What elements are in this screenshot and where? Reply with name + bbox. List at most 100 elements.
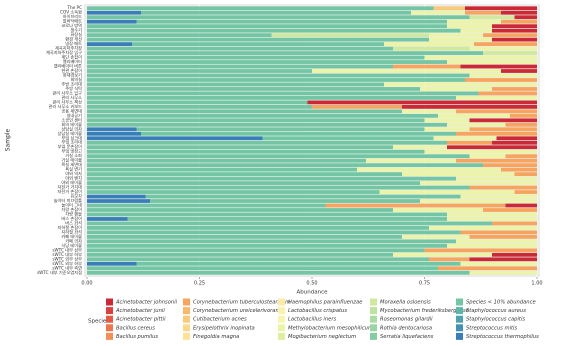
bar-segment: [492, 37, 537, 42]
bar-segment: [87, 28, 461, 33]
y-tick-label: 정수기: [70, 27, 82, 34]
legend-swatch: [106, 307, 113, 315]
y-tick-label: 계단 손잡이: [61, 54, 82, 61]
bar-segment: [87, 100, 308, 105]
bar-segment: [429, 226, 537, 230]
bar-segment: [447, 243, 537, 248]
bar-segment: [433, 136, 497, 141]
bar-segment: [141, 10, 411, 15]
legend-swatch: [183, 315, 190, 323]
bar-segment: [469, 154, 506, 159]
y-tick-label: 엘리베이터: [63, 58, 82, 65]
bar-segment: [87, 55, 425, 60]
bar-segment: [87, 199, 150, 203]
y-tick-label: 엘리베이터 버튼: [54, 63, 82, 70]
y-tick-label: 식당 테이블: [61, 242, 82, 249]
y-tick-label: sWTC 내부 하부: [52, 251, 82, 258]
bar-segment: [87, 203, 326, 208]
bar-segment: [483, 208, 537, 212]
bar-segment: [456, 239, 537, 244]
bar-segment: [469, 257, 537, 262]
bar-segment: [483, 33, 537, 38]
bar-segment: [87, 10, 141, 15]
bar-segment: [366, 158, 456, 163]
bar-segment: [456, 158, 537, 163]
bar-segment: [271, 33, 429, 38]
y-tick-label: 지하철 좌석: [61, 228, 82, 235]
bar-segment: [150, 199, 420, 203]
bar-segment: [456, 176, 537, 181]
legend-label: Serratia liquefaciens: [380, 334, 434, 340]
bar-segment: [433, 6, 465, 11]
bar-segment: [469, 15, 515, 20]
y-tick-label: 차량 핸들: [65, 210, 82, 217]
bar-segment: [87, 140, 447, 145]
bar-segment: [136, 127, 425, 132]
legend-swatch: [456, 298, 463, 306]
y-tick-label: 버스 좌석: [65, 219, 82, 226]
y-tick-label: 카페 테이블: [61, 233, 82, 240]
legend-label: Acinetobacter johnsonii: [115, 300, 178, 306]
bar-segment: [357, 167, 501, 172]
bar-segment: [460, 64, 537, 69]
bar-segment: [393, 145, 447, 150]
legend-swatch: [106, 332, 113, 340]
y-tick-label: 거실 테이블: [61, 157, 82, 164]
legend-label: Species < 10% abundance: [466, 300, 536, 306]
bar-segment: [469, 270, 537, 275]
y-tick-label: 회의 테이블: [61, 121, 82, 128]
y-tick-label: 화장실: [70, 31, 82, 38]
legend-swatch: [183, 298, 190, 306]
bar-segment: [447, 212, 537, 217]
bar-segment: [429, 257, 470, 262]
bar-segment: [87, 248, 425, 253]
x-axis-title: Abundance: [297, 290, 329, 296]
legend-label: Staphylococcus aureus: [466, 308, 526, 314]
bar-segment: [87, 24, 447, 29]
legend-label: Haemophilus parainfluenzae: [288, 300, 362, 306]
y-tick-label: sWTC 내부 상부: [52, 246, 82, 253]
bar-segment: [469, 73, 537, 78]
bar-segment: [393, 208, 483, 212]
bar-segment: [325, 203, 506, 208]
bar-segment: [492, 28, 537, 33]
bar-segment: [492, 87, 537, 91]
bar-segment: [87, 118, 425, 123]
y-tick-label: 부엌 냉장고: [61, 148, 82, 155]
bar-segment: [505, 154, 537, 159]
bar-segment: [87, 226, 429, 230]
bar-segment: [87, 136, 263, 141]
legend-swatch: [278, 324, 285, 332]
bar-segment: [87, 230, 461, 235]
legend-label: Moraxella osloensis: [380, 300, 431, 306]
y-tick-label: 거실 소파: [65, 152, 82, 159]
bar-segment: [478, 91, 537, 96]
bar-segment: [505, 203, 537, 208]
bar-segment: [492, 252, 537, 257]
legend-label: Lactobacillus iners: [288, 317, 336, 323]
bar-segment: [87, 145, 393, 150]
bar-segment: [87, 33, 272, 38]
bar-segment: [460, 28, 492, 33]
legend-swatch: [370, 315, 377, 323]
legend-swatch: [370, 324, 377, 332]
y-tick-label: 코로나 방역: [61, 22, 82, 29]
bar-segment: [87, 15, 470, 20]
bar-segment: [87, 91, 479, 96]
legend-swatch: [183, 332, 190, 340]
bar-segment: [87, 19, 137, 24]
y-tick-label: 야외 의자: [65, 170, 82, 177]
y-axis-title: Sample: [5, 128, 12, 151]
bar-segment: [87, 190, 380, 194]
bar-segment: [456, 131, 537, 136]
bar-segment: [501, 167, 537, 172]
bar-segment: [424, 55, 537, 60]
bar-segment: [465, 78, 537, 82]
bar-segment: [501, 69, 537, 73]
legend-swatch: [456, 324, 463, 332]
bar-segment: [447, 19, 501, 24]
bar-segment: [87, 257, 429, 262]
bar-segment: [469, 127, 537, 132]
bar-segment: [420, 181, 537, 185]
bar-segment: [424, 149, 537, 154]
